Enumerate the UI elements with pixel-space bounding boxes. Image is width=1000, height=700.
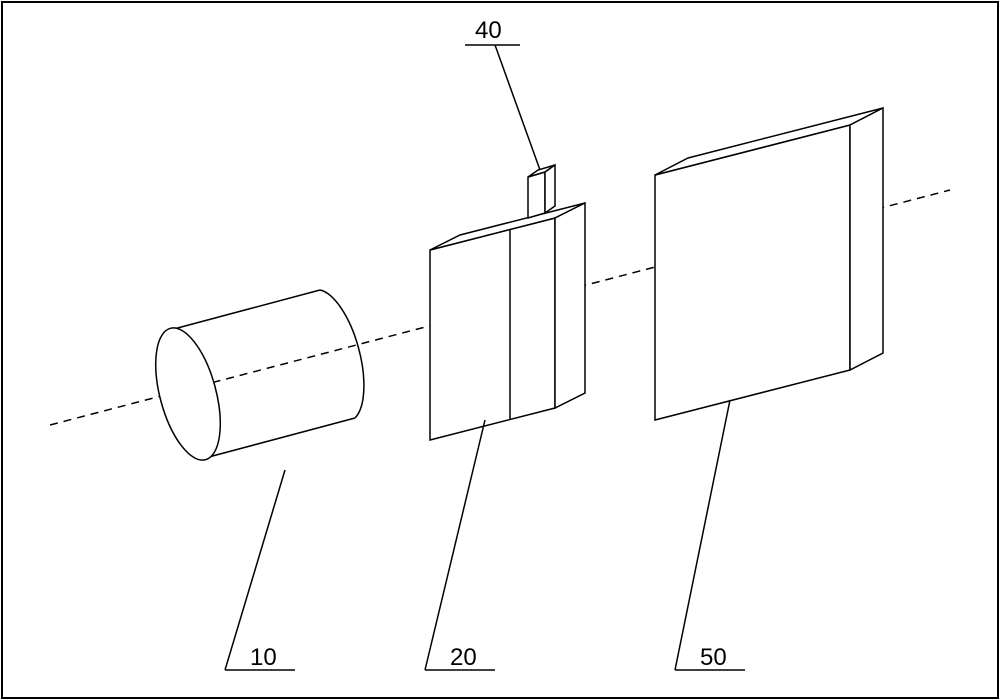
plate-shape xyxy=(655,108,883,420)
leader-line-50 xyxy=(675,400,730,670)
modulator-shape xyxy=(430,203,585,440)
label-10: 10 xyxy=(250,644,277,671)
label-20: 20 xyxy=(450,644,477,671)
label-40: 40 xyxy=(475,17,502,44)
leader-line-10 xyxy=(225,470,285,670)
connector-shape xyxy=(528,165,555,218)
label-50: 50 xyxy=(700,644,727,671)
leader-line-20 xyxy=(425,420,485,670)
leader-line-40 xyxy=(495,45,540,170)
cylinder-shape xyxy=(143,290,364,467)
technical-diagram: 10 20 40 50 xyxy=(0,0,1000,700)
